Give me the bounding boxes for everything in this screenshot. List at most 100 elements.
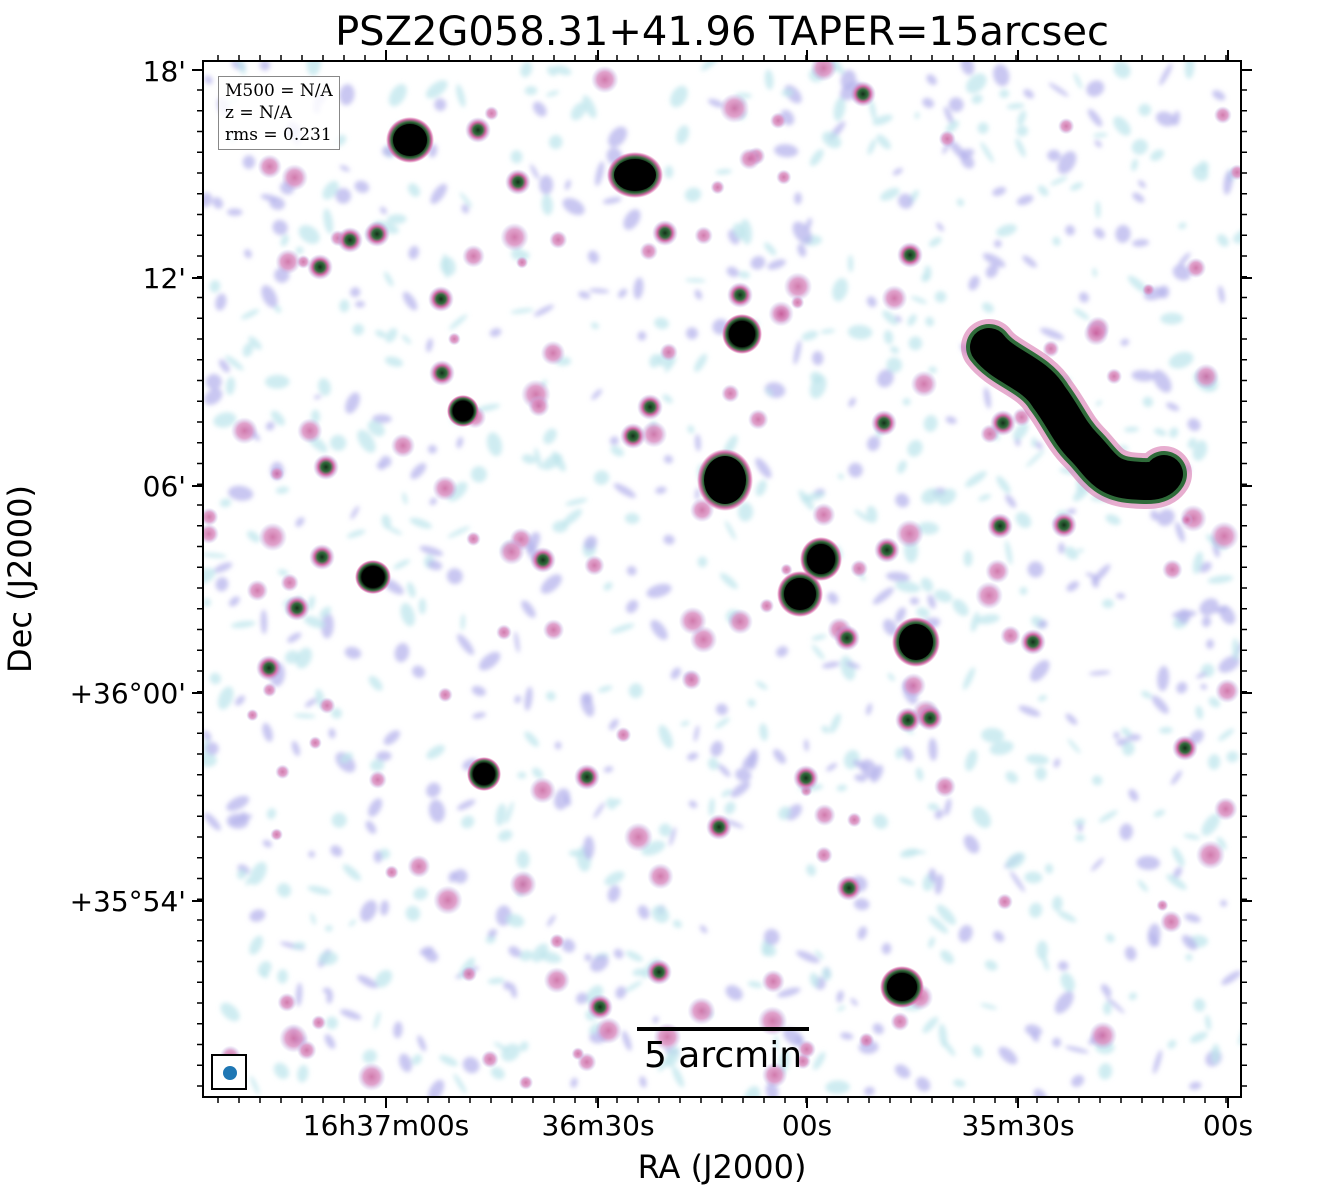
noise-blob [204, 552, 227, 558]
faint-emission-blob [230, 417, 259, 445]
noise-blob [669, 827, 677, 846]
info-box: M500 = N/A z = N/A rms = 0.231 [218, 76, 340, 150]
noise-blob [365, 820, 377, 834]
x-tick-label: 00s [1202, 1109, 1254, 1142]
noise-blob [471, 685, 486, 697]
weak-source [1020, 629, 1046, 655]
faint-emission-blob [710, 180, 725, 195]
noise-blob [1030, 1030, 1040, 1042]
noise-blob [514, 695, 522, 704]
noise-blob [509, 983, 517, 999]
noise-blob [715, 717, 730, 729]
noise-blob [625, 950, 643, 962]
faint-emission-blob [639, 242, 658, 261]
noise-blob [755, 479, 767, 497]
noise-blob [524, 686, 533, 711]
noise-blob [1088, 670, 1111, 676]
noise-blob [960, 153, 975, 169]
noise-blob [812, 351, 824, 366]
noise-blob [883, 330, 894, 345]
noise-blob [228, 596, 240, 607]
noise-blob [1005, 540, 1013, 565]
faint-emission-blob [297, 418, 323, 444]
noise-blob [866, 436, 880, 452]
faint-emission-blob [681, 669, 702, 691]
noise-blob [1094, 140, 1102, 148]
noise-blob [1005, 852, 1026, 869]
noise-blob [1221, 970, 1240, 986]
noise-blob [1005, 494, 1017, 508]
noise-blob [664, 165, 674, 179]
noise-blob [814, 949, 824, 960]
noise-blob [242, 342, 254, 357]
weak-source [793, 765, 819, 791]
faint-emission-blob [901, 672, 927, 699]
noise-blob [910, 296, 928, 304]
bright-source [704, 456, 746, 504]
noise-blob [1172, 110, 1181, 126]
bright-source [454, 402, 472, 420]
noise-blob [845, 661, 861, 669]
noise-blob [470, 466, 487, 483]
noise-blob [453, 869, 468, 884]
noise-blob [848, 462, 863, 478]
faint-emission-blob [1209, 521, 1239, 551]
weak-source [256, 655, 282, 681]
noise-blob [866, 505, 878, 524]
noise-blob [249, 861, 267, 886]
noise-blob [291, 740, 301, 757]
noise-blob [928, 236, 942, 247]
noise-blob [827, 592, 839, 605]
noise-blob [952, 599, 969, 617]
noise-blob [836, 990, 844, 1003]
noise-blob [262, 722, 273, 742]
noise-blob [899, 848, 920, 858]
noise-blob [850, 998, 858, 1006]
x-axis-label: RA (J2000) [637, 1148, 807, 1186]
y-tick-label: 06' [142, 470, 186, 503]
weak-source [574, 764, 600, 790]
noise-blob [1178, 222, 1187, 229]
faint-emission-blob [1213, 797, 1238, 821]
noise-blob [999, 89, 1010, 99]
noise-blob [1201, 616, 1212, 628]
faint-emission-blob [895, 519, 924, 549]
noise-blob [213, 412, 237, 428]
faint-emission-blob [437, 687, 453, 703]
noise-blob [926, 74, 937, 86]
rms-label: rms = 0.231 [225, 125, 332, 145]
noise-blob [417, 1035, 427, 1052]
noise-blob [965, 73, 987, 94]
noise-blob [493, 1042, 509, 1052]
faint-emission-blob [776, 169, 792, 185]
faint-emission-blob [790, 295, 805, 310]
noise-blob [1159, 63, 1173, 86]
noise-blob [262, 839, 273, 848]
faint-emission-blob [594, 1017, 623, 1045]
noise-blob [295, 982, 303, 1007]
noise-blob [962, 667, 975, 690]
faint-emission-blob [975, 581, 1004, 610]
noise-blob [519, 950, 533, 962]
faint-emission-blob [850, 559, 869, 578]
noise-blob [1150, 510, 1159, 521]
faint-emission-blob [500, 222, 529, 252]
noise-blob [897, 460, 907, 474]
noise-blob [352, 323, 364, 336]
weak-source [313, 454, 339, 480]
noise-blob [519, 1041, 529, 1052]
faint-emission-blob [311, 1015, 327, 1030]
noise-blob [853, 898, 870, 911]
noise-blob [890, 346, 900, 354]
noise-blob [1153, 809, 1166, 818]
faint-emission-blob [647, 863, 674, 890]
noise-blob [1238, 1024, 1240, 1045]
noise-blob [1006, 103, 1025, 110]
noise-blob [774, 144, 799, 158]
faint-emission-blob [1162, 559, 1183, 580]
noise-blob [348, 919, 357, 927]
noise-blob [543, 428, 557, 445]
noise-blob [339, 1009, 362, 1020]
noise-blob [459, 192, 473, 208]
faint-emission-blob [1229, 164, 1240, 181]
